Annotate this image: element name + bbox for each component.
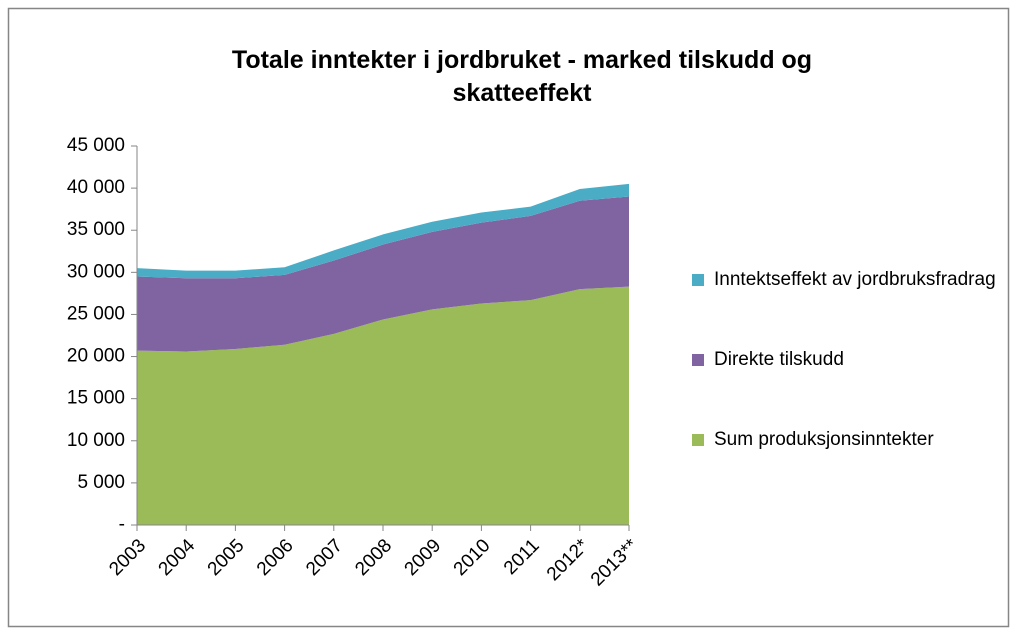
legend-swatch xyxy=(692,434,704,446)
area xyxy=(137,183,629,279)
y-tick-label: 5 000 xyxy=(77,472,125,493)
y-tick-label: 35 000 xyxy=(67,219,125,240)
y-tick-label: 25 000 xyxy=(67,303,125,324)
area xyxy=(137,286,629,525)
legend-swatch xyxy=(692,354,704,366)
legend-label: Inntektseffekt av jordbruksfradrag xyxy=(714,269,996,290)
y-tick-label: 10 000 xyxy=(67,430,125,451)
legend-label: Direkte tilskudd xyxy=(714,349,844,370)
legend-label: Sum produksjonsinntekter xyxy=(714,429,934,450)
y-tick-label: 40 000 xyxy=(67,177,125,198)
y-tick-label: 15 000 xyxy=(67,388,125,409)
y-tick-label: 45 000 xyxy=(67,135,125,156)
y-tick-label: 30 000 xyxy=(67,261,125,282)
legend-swatch xyxy=(692,274,704,286)
y-tick-label: - xyxy=(119,514,125,535)
area xyxy=(137,196,629,352)
y-tick-label: 20 000 xyxy=(67,346,125,367)
chart-title: Totale inntekter i jordbruket - marked t… xyxy=(232,46,812,107)
